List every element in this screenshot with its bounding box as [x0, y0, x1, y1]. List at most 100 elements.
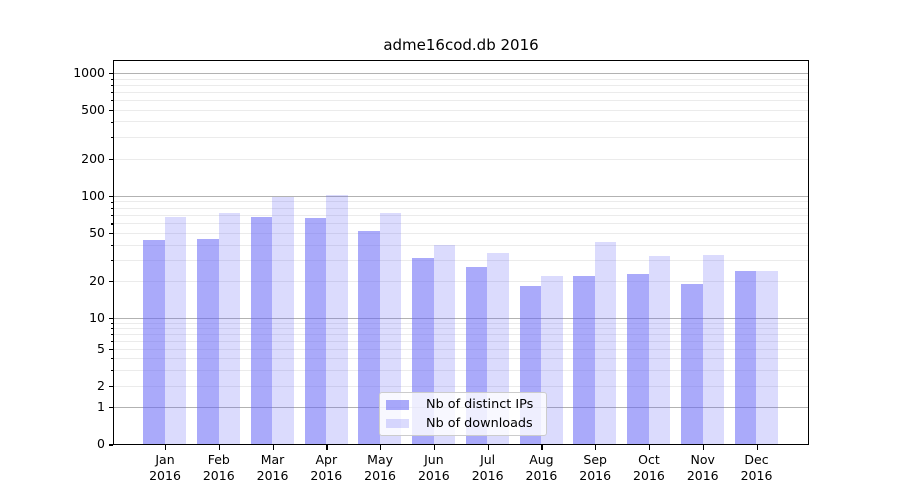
y-axis-tick-label: 5 [97, 341, 105, 357]
gridline-minor [114, 99, 808, 101]
gridline-minor [114, 349, 808, 351]
bar-downloads-feb [218, 212, 241, 444]
x-axis-tick [702, 445, 704, 450]
gridline-minor [114, 91, 808, 93]
y-axis-minor-tick [110, 323, 113, 325]
chart-title: adme16cod.db 2016 [383, 36, 539, 54]
y-axis-minor-tick [110, 92, 113, 94]
y-axis-tick [108, 109, 113, 111]
gridline-minor [114, 358, 808, 360]
y-axis-minor-tick [110, 85, 113, 87]
y-axis-minor-tick [110, 259, 113, 262]
x-axis-tick-label: Aug 2016 [525, 452, 558, 483]
y-axis-tick [108, 158, 113, 160]
x-axis-tick [756, 445, 758, 450]
x-axis-tick [218, 445, 220, 450]
bar-distinct-ips-oct [627, 273, 649, 444]
bar-downloads-nov [702, 254, 725, 444]
legend: Nb of distinct IPs Nb of downloads [379, 392, 547, 436]
y-axis-tick [108, 233, 113, 235]
y-axis-minor-tick [110, 137, 113, 139]
bar-distinct-ips-feb [197, 238, 219, 444]
gridline-minor [114, 207, 808, 209]
bar-downloads-may [379, 212, 402, 444]
gridline-major [114, 73, 808, 75]
x-axis-tick [433, 445, 436, 450]
gridline-minor [114, 201, 808, 203]
y-axis-minor-tick [110, 215, 113, 217]
x-axis-tick [380, 445, 382, 450]
gridline-minor [114, 78, 808, 80]
y-axis-tick [108, 444, 113, 446]
x-axis-tick-label: Jul 2016 [471, 452, 504, 483]
gridline-minor [114, 233, 808, 235]
x-axis-tick [165, 445, 167, 450]
y-axis-tick [108, 73, 113, 75]
y-axis-tick-label: 10 [89, 310, 105, 326]
x-axis-tick-label: Nov 2016 [686, 452, 719, 483]
y-axis-minor-tick [110, 369, 113, 371]
x-axis-tick [272, 445, 274, 450]
gridline-minor [114, 136, 808, 138]
legend-item-downloads: Nb of downloads [386, 416, 540, 432]
legend-label-downloads: Nb of downloads [426, 415, 533, 431]
bar-downloads-apr [326, 195, 348, 444]
y-axis-tick [108, 349, 113, 351]
gridline-minor [114, 328, 808, 330]
gridline-minor [114, 109, 808, 111]
bar-distinct-ips-may [358, 230, 380, 444]
x-axis-tick [648, 445, 651, 450]
bar-downloads-sep [594, 242, 617, 444]
legend-swatch-downloads [386, 418, 409, 428]
x-axis-tick-label: Feb 2016 [202, 452, 235, 483]
gridline-minor [114, 385, 808, 387]
x-axis-tick-label: Sep 2016 [579, 452, 612, 483]
y-axis-minor-tick [110, 341, 113, 343]
gridline-minor [114, 369, 808, 371]
gridline-minor [114, 223, 808, 225]
y-axis-tick [108, 407, 113, 409]
bar-downloads-dec [756, 271, 778, 444]
y-axis-minor-tick [110, 201, 113, 203]
bar-downloads-oct [648, 256, 671, 444]
gridline-minor [114, 121, 808, 123]
y-axis-tick [108, 281, 113, 283]
bar-distinct-ips-mar [250, 216, 273, 444]
y-axis-tick [108, 386, 113, 388]
y-axis-minor-tick [110, 334, 113, 336]
y-axis-tick-label: 1000 [73, 65, 105, 81]
gridline-minor [114, 280, 808, 282]
gridline-minor [114, 244, 808, 246]
y-axis-minor-tick [110, 328, 113, 330]
y-axis-tick-label: 2 [97, 378, 105, 393]
plot-area [113, 60, 809, 445]
y-axis-minor-tick [110, 244, 113, 247]
gridline-minor [114, 158, 808, 160]
y-axis-tick-label: 1 [97, 399, 105, 415]
y-axis-tick [108, 196, 113, 198]
x-axis-tick [541, 445, 543, 450]
gridline-minor [114, 334, 808, 336]
legend-label-distinct-ips: Nb of distinct IPs [426, 397, 534, 413]
gridline-major [114, 195, 808, 197]
bar-downloads-jan [164, 217, 187, 444]
y-axis-minor-tick [110, 208, 113, 210]
bar-distinct-ips-nov [681, 283, 703, 444]
y-axis-minor-tick [110, 223, 113, 225]
bar-downloads-mar [272, 196, 294, 444]
x-axis-tick-label: Jun 2016 [417, 452, 450, 483]
gridline-minor [114, 322, 808, 324]
y-axis-tick [108, 318, 113, 320]
gridline-minor [114, 84, 808, 86]
bar-distinct-ips-jan [143, 239, 165, 444]
y-axis-tick-label: 100 [81, 188, 105, 203]
x-axis-tick-label: Mar 2016 [256, 452, 289, 483]
x-axis-tick-label: Apr 2016 [310, 452, 343, 483]
bar-distinct-ips-apr [304, 218, 327, 444]
y-axis-tick-label: 50 [89, 225, 105, 241]
x-axis-tick-label: May 2016 [364, 452, 396, 483]
x-axis-tick-label: Dec 2016 [740, 452, 773, 483]
x-axis-tick-label: Oct 2016 [633, 452, 665, 483]
x-axis-tick-label: Jan 2016 [149, 452, 181, 483]
